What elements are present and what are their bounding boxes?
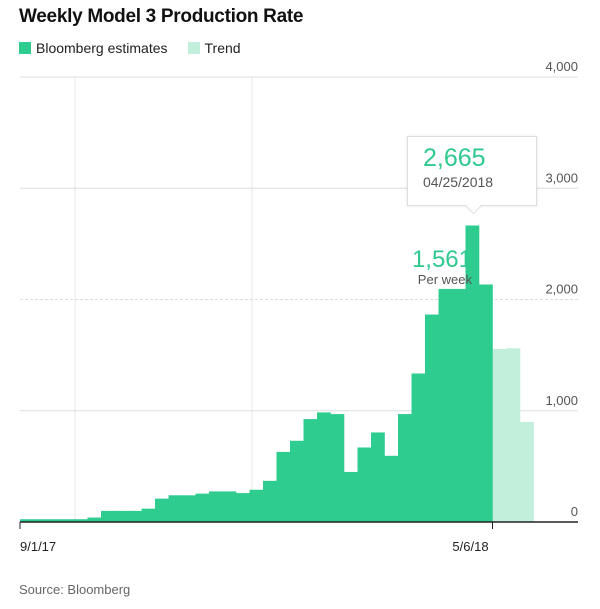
bar-estimate bbox=[425, 314, 439, 522]
legend-swatch-estimates bbox=[19, 42, 31, 54]
bar-estimate bbox=[263, 480, 277, 522]
source-note: Source: Bloomberg bbox=[19, 582, 131, 597]
chart-title: Weekly Model 3 Production Rate bbox=[19, 6, 304, 27]
bar-estimate bbox=[195, 493, 210, 522]
average-annotation: 1,561 Per week bbox=[411, 246, 472, 288]
x-tick-label: 9/1/17 bbox=[20, 539, 56, 554]
bar-trend bbox=[520, 421, 534, 522]
bar-estimate bbox=[438, 288, 453, 522]
bar-estimate bbox=[398, 414, 412, 522]
y-tick-label: 0 bbox=[571, 504, 578, 519]
bar-estimate bbox=[330, 414, 345, 522]
y-tick-label: 1,000 bbox=[545, 393, 578, 408]
legend-item-trend: Trend bbox=[187, 40, 241, 56]
bar-trend bbox=[493, 349, 507, 522]
y-tick-label: 4,000 bbox=[545, 59, 578, 74]
bar-estimate bbox=[182, 495, 196, 522]
bar-estimate bbox=[101, 510, 115, 522]
bar-estimate bbox=[236, 493, 250, 522]
bar-estimate bbox=[371, 432, 385, 522]
bar-estimate bbox=[452, 288, 466, 522]
legend: Bloomberg estimates Trend bbox=[19, 40, 261, 56]
bar-estimate bbox=[249, 489, 264, 522]
bar-estimate bbox=[344, 471, 358, 522]
bar-estimate bbox=[276, 451, 291, 522]
bar-estimate bbox=[60, 519, 75, 522]
legend-label: Bloomberg estimates bbox=[36, 40, 168, 56]
bar-estimate bbox=[465, 225, 480, 523]
tooltip: 2,665 04/25/2018 bbox=[407, 136, 537, 206]
legend-item-estimates: Bloomberg estimates bbox=[19, 40, 168, 56]
legend-swatch-trend bbox=[187, 42, 200, 54]
bar-estimate bbox=[384, 455, 399, 522]
bar-estimate bbox=[411, 373, 426, 522]
bar-estimate bbox=[290, 440, 304, 522]
bar-estimate bbox=[114, 510, 129, 522]
bar-estimate bbox=[20, 519, 34, 522]
bar-estimate bbox=[479, 284, 493, 522]
tooltip-date: 04/25/2018 bbox=[423, 174, 494, 190]
y-tick-label: 3,000 bbox=[545, 170, 578, 185]
bar-estimate bbox=[168, 495, 183, 522]
bar-estimate bbox=[33, 519, 48, 522]
bar-estimate bbox=[87, 517, 102, 522]
legend-label: Trend bbox=[204, 40, 241, 56]
bar-estimate bbox=[209, 491, 223, 522]
bar-estimate bbox=[141, 508, 156, 522]
bar-estimate bbox=[47, 519, 61, 522]
bar-estimate bbox=[317, 412, 331, 522]
x-tick-label: 5/6/18 bbox=[452, 539, 488, 554]
bar-trend bbox=[506, 348, 521, 522]
annotation-value: 1,561 bbox=[411, 246, 472, 273]
bar-estimate bbox=[222, 491, 237, 522]
y-tick-label: 2,000 bbox=[545, 282, 578, 297]
bar-estimate bbox=[303, 419, 318, 522]
bar-estimate bbox=[74, 519, 88, 522]
annotation-unit: Per week bbox=[417, 272, 472, 287]
tooltip-value: 2,665 bbox=[423, 144, 486, 172]
bar-estimate bbox=[155, 498, 169, 522]
bar-estimate bbox=[357, 447, 372, 522]
bar-estimate bbox=[128, 510, 142, 522]
